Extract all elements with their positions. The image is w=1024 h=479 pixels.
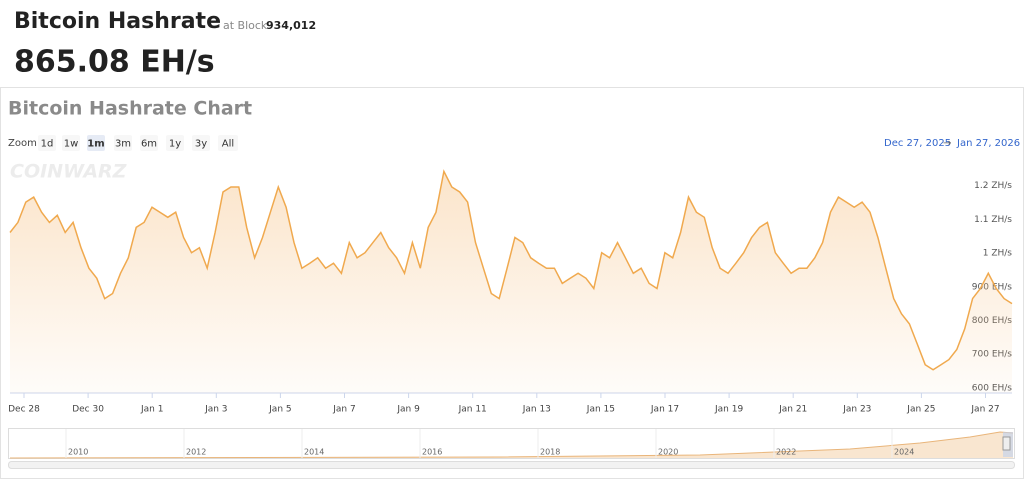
plot: 600 EH/s700 EH/s800 EH/s900 EH/s1 ZH/s1.… — [8, 169, 1013, 415]
zoom-label: Zoom — [8, 138, 37, 149]
page-title: Bitcoin Hashrate — [14, 9, 221, 34]
x-tick-label: Jan 21 — [778, 405, 807, 415]
navigator-line — [9, 431, 1014, 459]
navigator-area — [10, 432, 1013, 458]
zoom-button[interactable] — [114, 135, 132, 151]
navigator-year: 2014 — [304, 448, 324, 457]
line — [9, 169, 1013, 371]
x-tick-label: Jan 3 — [204, 405, 227, 415]
y-tick-label: 1.2 ZH/s — [974, 181, 1012, 191]
x-tick-label: Jan 7 — [332, 405, 355, 415]
navigator-year: 2024 — [894, 448, 914, 457]
navigator-year: 2022 — [776, 448, 796, 457]
x-tick-label: Jan 23 — [842, 405, 871, 415]
range-arrow: → — [943, 138, 951, 149]
x-tick-label: Jan 5 — [268, 405, 291, 415]
navigator-year: 2018 — [540, 448, 560, 457]
navigator-handle[interactable] — [1002, 436, 1011, 451]
navigator-year: 2012 — [186, 448, 206, 457]
zoom-button[interactable] — [192, 135, 210, 151]
zoom-button[interactable] — [62, 135, 80, 151]
scrollbar[interactable] — [8, 461, 1015, 469]
block-prefix: at Block — [223, 19, 268, 32]
range-to[interactable]: Jan 27, 2026 — [956, 138, 1020, 149]
zoom-button[interactable] — [38, 135, 56, 151]
zoom-button-label[interactable]: 1m — [87, 139, 104, 150]
watermark: COINWARZ — [10, 161, 128, 183]
zoom-button[interactable] — [140, 135, 158, 151]
navigator-years: 2010 2012 2014 2016 2018 2020 2022 2024 — [65, 429, 914, 458]
navigator-year: 2010 — [68, 448, 88, 457]
x-tick-label: Jan 9 — [396, 405, 420, 415]
area — [10, 171, 1012, 393]
x-tick-label: Dec 28 — [8, 405, 40, 415]
zoom-button-label[interactable]: 1w — [64, 139, 79, 150]
y-tick-label: 1 ZH/s — [983, 249, 1013, 259]
current-hashrate: 865.08 EH/s — [14, 45, 215, 80]
zoom-button-label[interactable]: 1d — [41, 139, 54, 150]
zoom-buttons: 1d 1w 1m 3m 6m 1y 3y All — [38, 135, 238, 151]
x-tick-label: Jan 15 — [586, 405, 615, 415]
zoom-button[interactable] — [166, 135, 184, 151]
x-tick-label: Dec 30 — [72, 405, 104, 415]
y-tick-label: 1.1 ZH/s — [974, 215, 1012, 225]
x-tick-label: Jan 27 — [970, 405, 999, 415]
x-tick-label: Jan 19 — [714, 405, 743, 415]
range-from[interactable]: Dec 27, 2025 — [884, 138, 951, 149]
x-tick-label: Jan 17 — [650, 405, 679, 415]
x-tick-label: Jan 1 — [140, 405, 163, 415]
zoom-button[interactable] — [87, 135, 105, 151]
block-number: 934,012 — [266, 19, 316, 32]
zoom-button[interactable] — [218, 135, 238, 151]
x-tick-label: Jan 11 — [458, 405, 487, 415]
navigator-year: 2020 — [658, 448, 678, 457]
zoom-button-label[interactable]: 6m — [141, 139, 157, 150]
zoom-button-label[interactable]: 3y — [195, 139, 207, 150]
x-tick-label: Jan 13 — [522, 405, 551, 415]
zoom-button-label[interactable]: 1y — [169, 139, 181, 150]
zoom-button-label[interactable]: 3m — [115, 139, 131, 150]
x-tick-label: Jan 25 — [906, 405, 935, 415]
navigator-year: 2016 — [422, 448, 442, 457]
zoom-button-label[interactable]: All — [222, 139, 234, 150]
chart-title: Bitcoin Hashrate Chart — [8, 98, 252, 120]
